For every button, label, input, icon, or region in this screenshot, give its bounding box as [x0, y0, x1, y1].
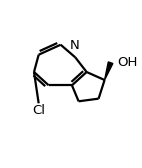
Polygon shape: [105, 62, 113, 80]
Text: OH: OH: [117, 56, 138, 69]
Text: Cl: Cl: [32, 104, 45, 117]
Text: N: N: [70, 39, 80, 52]
